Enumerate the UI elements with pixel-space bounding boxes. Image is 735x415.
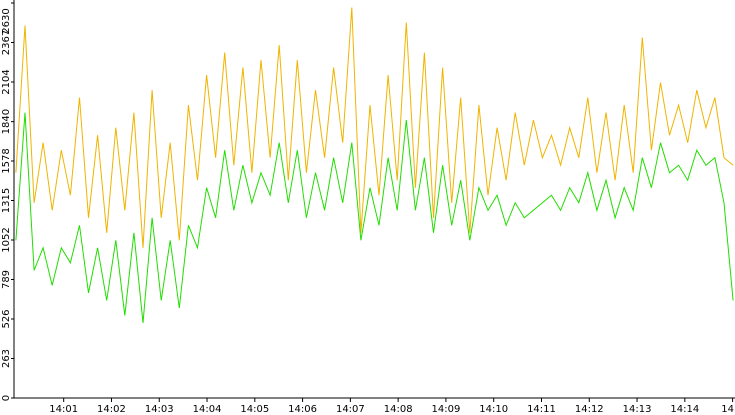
x-tick-label: 14:03 [145, 404, 174, 415]
x-tick-label: 14:07 [336, 404, 365, 415]
y-tick-label: 1315 [1, 188, 12, 213]
y-tick-label: 1052 [1, 227, 12, 252]
y-tick-label: 789 [1, 270, 12, 289]
x-tick-label: 14:01 [49, 404, 78, 415]
y-tick-label: 1578 [1, 148, 12, 173]
x-tick-label: 14:11 [527, 404, 556, 415]
y-tick-label: 263 [1, 349, 12, 368]
x-tick-label: 14:05 [240, 404, 269, 415]
x-tick-label: 14 [721, 404, 734, 415]
series-line [15, 7, 734, 248]
y-tick-label: 2104 [1, 69, 12, 94]
y-tick-label: 526 [1, 309, 12, 328]
y-tick-label: 2367 [1, 30, 12, 55]
x-tick-label: 14:10 [479, 404, 508, 415]
x-tick-label: 14:06 [288, 404, 317, 415]
y-tick-label: 1840 [1, 109, 12, 134]
x-tick-label: 14:09 [432, 404, 461, 415]
x-tick-label: 14:14 [670, 404, 699, 415]
x-tick-label: 14:12 [575, 404, 604, 415]
y-tick-label: 2630 [1, 8, 12, 33]
x-tick-label: 14:04 [193, 404, 222, 415]
y-tick-label: 0 [1, 395, 12, 401]
series-line [15, 112, 734, 323]
x-tick-label: 14:13 [623, 404, 652, 415]
x-tick-label: 14:08 [384, 404, 413, 415]
x-tick-label: 14:02 [97, 404, 126, 415]
